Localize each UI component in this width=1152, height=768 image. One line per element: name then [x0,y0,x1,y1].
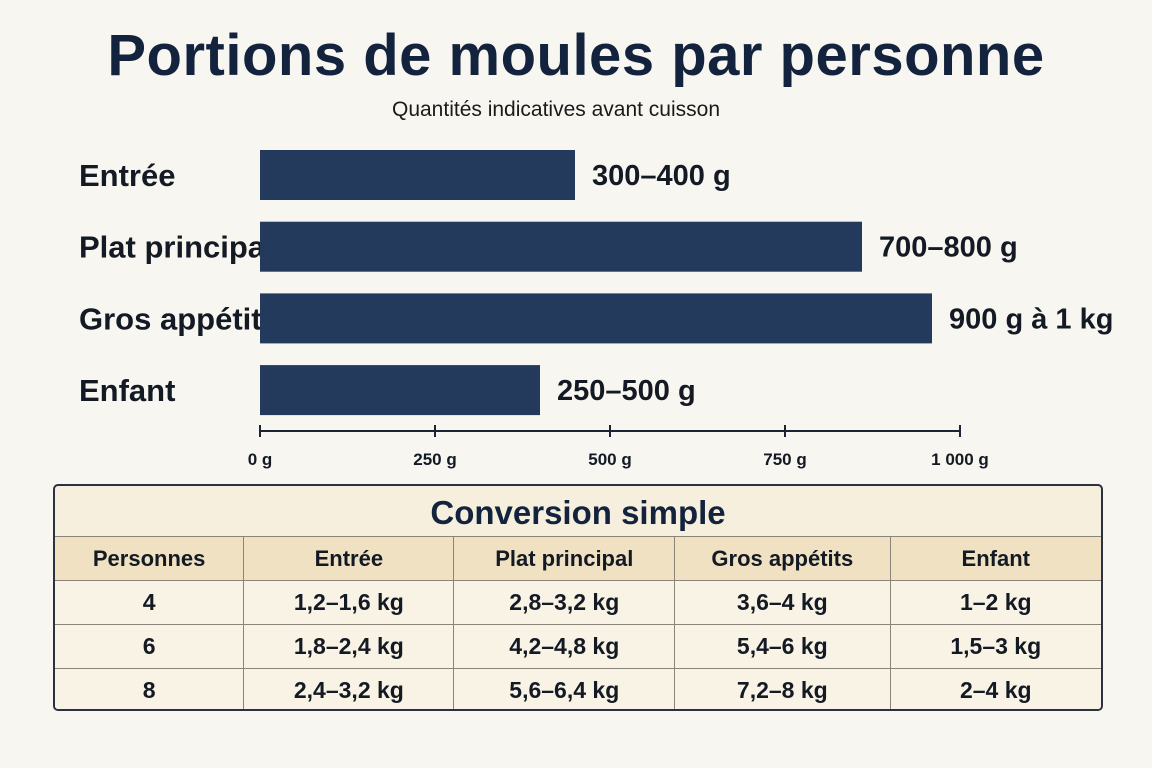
table-row: 8 2,4–3,2 kg 5,6–6,4 kg 7,2–8 kg 2–4 kg [55,668,1101,709]
data-label: 900 g à 1 kg [949,303,1113,335]
category-label: Gros appétits [79,301,279,336]
table-cell-entree: 1,8–2,4 kg [243,624,454,669]
table-cell-plat-principal: 5,6–6,4 kg [453,668,675,709]
bar [260,150,575,200]
header-entree: Entrée [243,537,454,581]
conversion-table-panel: Conversion simple Personnes Entrée Plat … [53,484,1103,711]
header-gros-appetits: Gros appétits [674,537,891,581]
conversion-table: Personnes Entrée Plat principal Gros app… [55,537,1101,709]
table-cell-gros-appetits: 5,4–6 kg [674,624,891,669]
table-cell-plat-principal: 4,2–4,8 kg [453,624,675,669]
conversion-table-header-row: Personnes Entrée Plat principal Gros app… [55,537,1101,581]
x-tick-label: 250 g [413,450,456,469]
category-label: Entrée [79,158,175,193]
x-tick-label: 1 000 g [931,450,989,469]
category-label: Plat principal [79,230,274,265]
table-cell-gros-appetits: 3,6–4 kg [674,580,891,625]
x-tick-label: 750 g [763,450,806,469]
table-row: 6 1,8–2,4 kg 4,2–4,8 kg 5,4–6 kg 1,5–3 k… [55,624,1101,669]
table-cell-gros-appetits: 7,2–8 kg [674,668,891,709]
bar-chart: Entrée 300–400 g Plat principal 700–800 g Gr… [79,150,1113,469]
x-tick-label: 500 g [588,450,631,469]
table-row: 4 1,2–1,6 kg 2,8–3,2 kg 3,6–4 kg 1–2 kg [55,580,1101,625]
data-label: 250–500 g [557,375,696,407]
x-tick-label: 0 g [248,450,273,469]
chart-title: Portions de moules par personne [107,23,1045,88]
table-cell-personnes: 6 [55,624,244,669]
bar [260,293,932,344]
data-label: 300–400 g [592,160,731,192]
table-cell-entree: 2,4–3,2 kg [243,668,454,709]
table-cell-enfant: 1,5–3 kg [889,624,1101,669]
table-cell-personnes: 4 [55,580,244,625]
category-label: Enfant [79,373,175,408]
conversion-table-title: Conversion simple [55,486,1101,537]
header-plat-principal: Plat principal [453,537,675,581]
table-cell-enfant: 1–2 kg [889,580,1101,625]
table-cell-plat-principal: 2,8–3,2 kg [453,580,675,625]
header-enfant: Enfant [889,537,1101,581]
bar [260,365,540,416]
bar [260,221,862,272]
data-label: 700–800 g [879,232,1018,264]
header-personnes: Personnes [55,537,244,581]
table-cell-enfant: 2–4 kg [889,668,1101,709]
chart-subtitle: Quantités indicatives avant cuisson [391,98,720,121]
table-cell-entree: 1,2–1,6 kg [243,580,454,625]
table-cell-personnes: 8 [55,668,244,709]
